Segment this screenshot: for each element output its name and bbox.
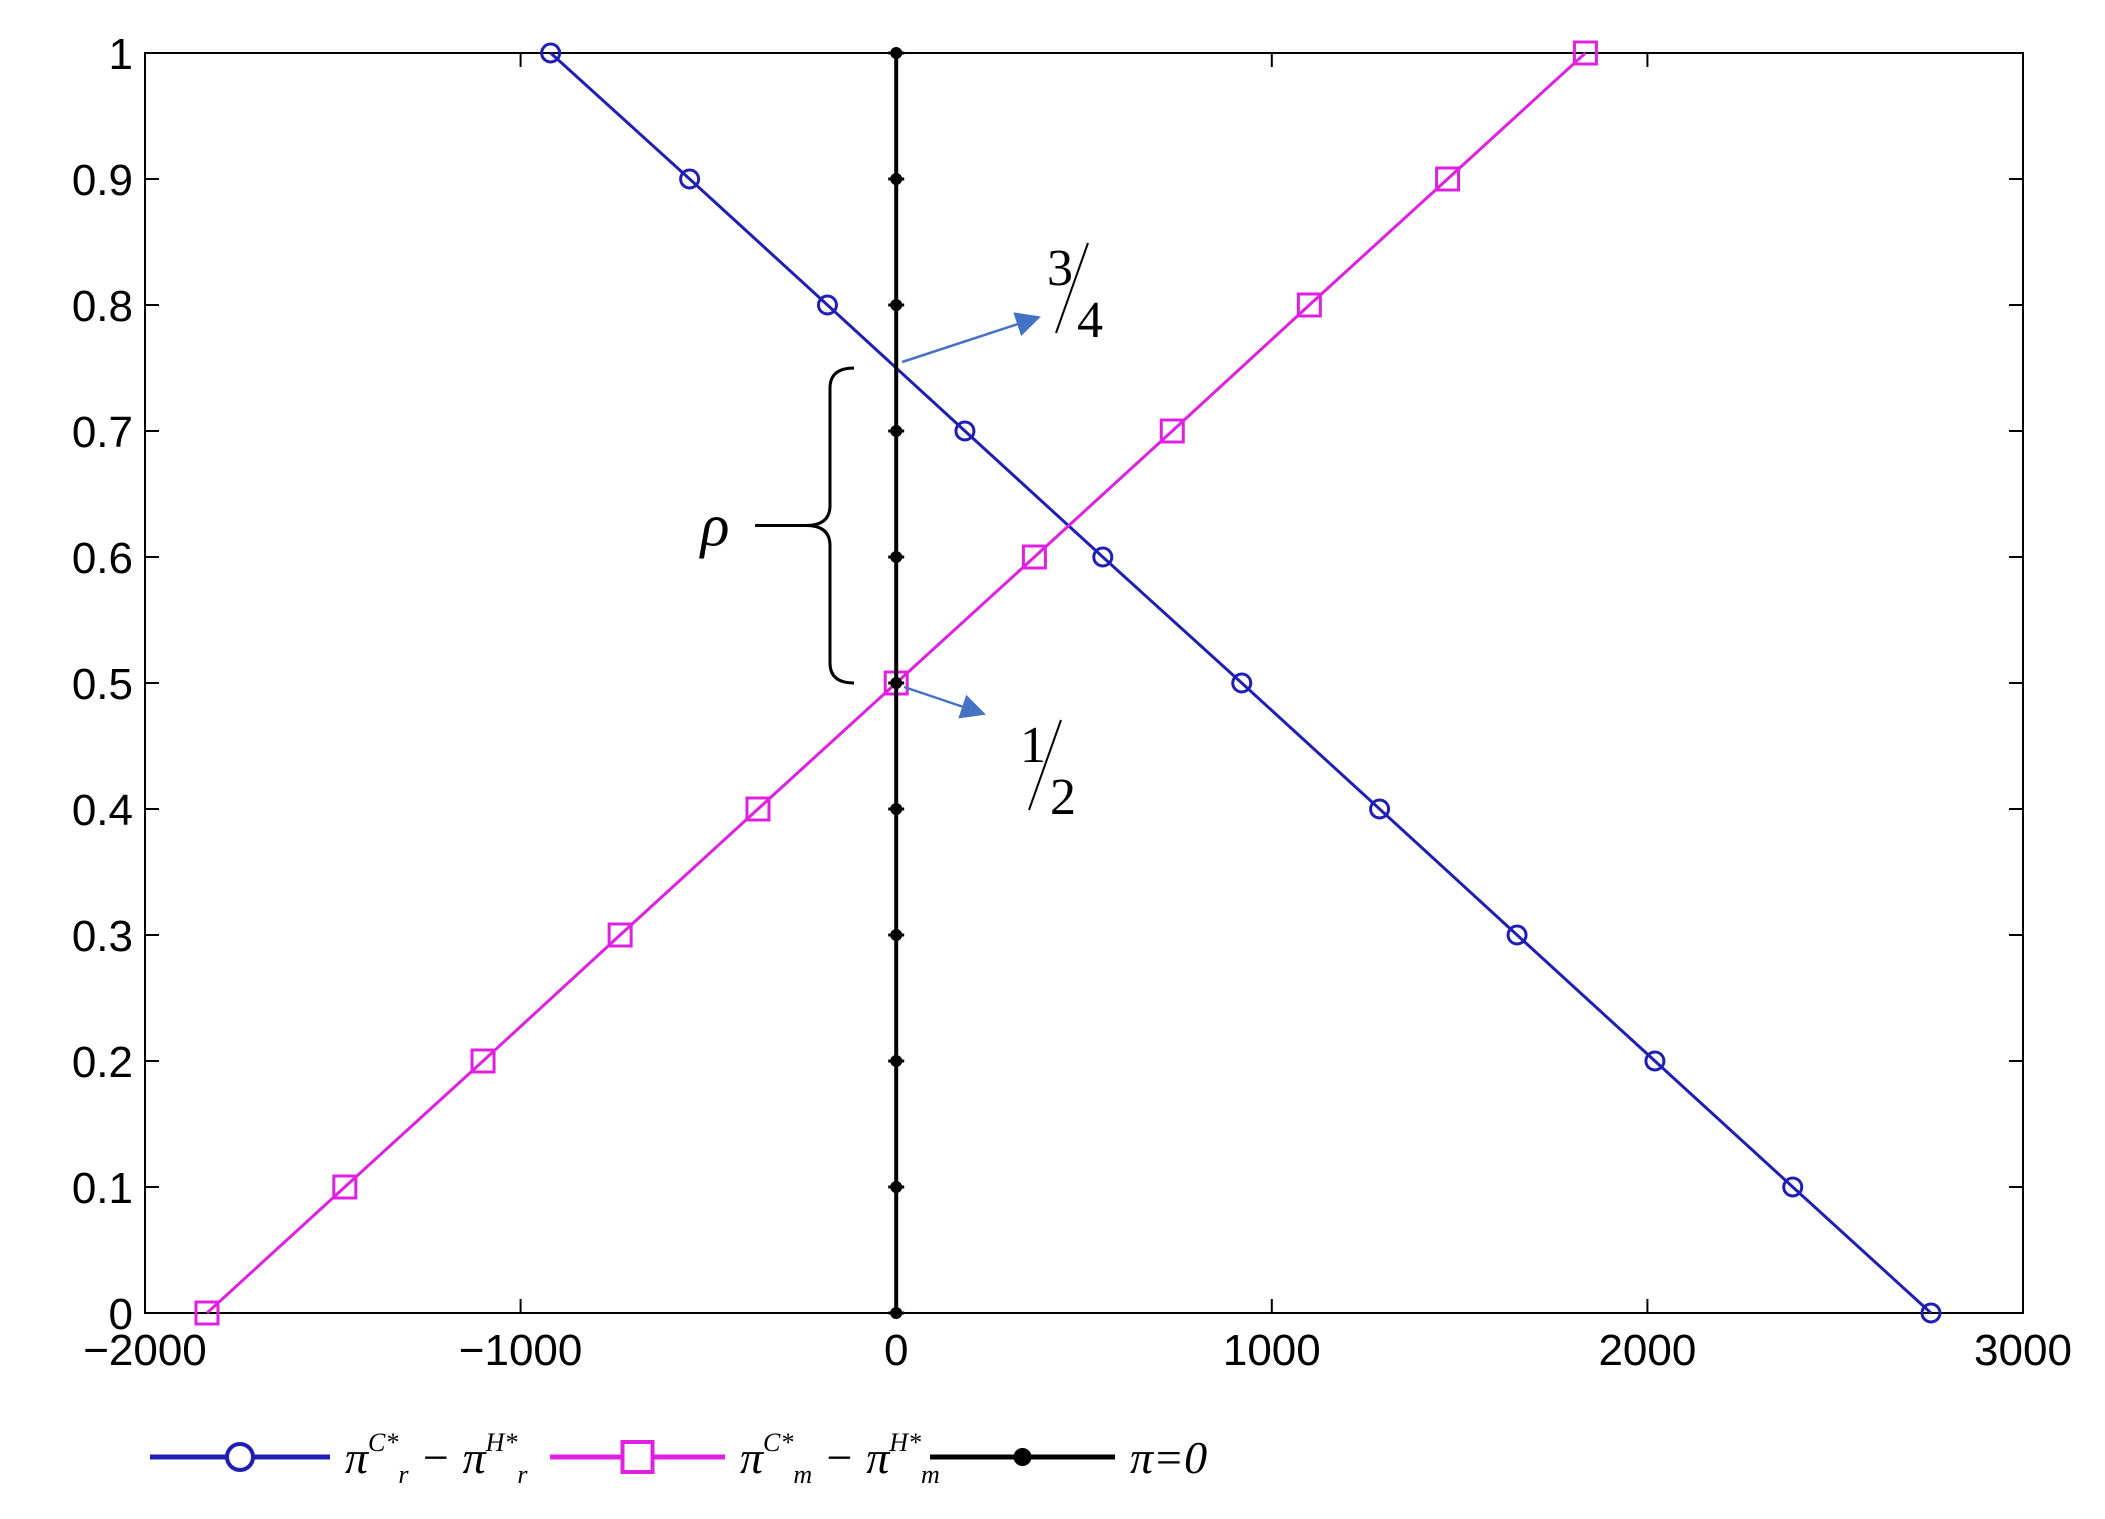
y-tick-label: 0.5: [72, 660, 133, 709]
x-tick-label: 1000: [1223, 1326, 1321, 1375]
series-point-magenta: [1159, 418, 1185, 444]
series-point-blue: [1920, 1302, 1942, 1324]
y-tick-label: 0.7: [72, 408, 133, 457]
annotation-one-half-numerator: 1: [1020, 717, 1046, 774]
x-tick-label: 0: [884, 1326, 908, 1375]
series-point-blue: [1231, 672, 1253, 694]
y-axis: 0 0.1 0.2 0.3 0.4 0.5 0.6 0.7 0.8 0.9 1: [72, 30, 2023, 1339]
y-tick-label: 0.8: [72, 282, 133, 331]
x-tick-label: 2000: [1598, 1326, 1696, 1375]
annotation-three-quarters-slash: [1055, 242, 1089, 334]
series-point-blue: [1644, 1050, 1666, 1072]
series-line-blue: [549, 51, 1932, 1315]
legend-marker-black: [1013, 1448, 1032, 1466]
legend: πC*r − πH*r πC*m − πH*m π=0: [150, 1428, 1207, 1489]
y-tick-label: 0.1: [72, 1164, 133, 1213]
legend-label-magenta: πC*m − πH*m: [740, 1428, 940, 1489]
y-tick-label: 0: [109, 1290, 133, 1339]
annotation-three-quarters-numerator: 3: [1047, 240, 1073, 297]
series-point-magenta: [1296, 292, 1322, 318]
y-tick-label: 0.4: [72, 786, 133, 835]
legend-marker-magenta: [620, 1440, 655, 1474]
legend-label-blue: πC*r − πH*r: [345, 1428, 528, 1489]
y-tick-label: 0.2: [72, 1038, 133, 1087]
annotation-three-quarters-denominator: 4: [1077, 292, 1103, 349]
series-point-blue: [1092, 546, 1114, 568]
rho-label: ρ: [699, 493, 730, 559]
series-point-magenta: [332, 1174, 358, 1200]
x-tick-label: −2000: [83, 1326, 207, 1375]
annotation-arrow-three-quarters: [901, 312, 1041, 364]
y-tick-label: 0.6: [72, 534, 133, 583]
legend-label-black: π=0: [1130, 1432, 1207, 1483]
series-point-magenta: [607, 922, 633, 948]
series-point-blue: [1782, 1176, 1804, 1198]
series-point-magenta: [470, 1048, 496, 1074]
series-point-blue: [816, 294, 838, 316]
y-tick-label: 1: [109, 30, 133, 79]
legend-marker-blue: [225, 1442, 255, 1472]
x-axis: −2000 −1000 0 1000 2000 3000: [83, 53, 2072, 1375]
series-point-magenta: [1572, 40, 1598, 66]
series-layer: [194, 40, 1942, 1326]
y-tick-label: 0.9: [72, 156, 133, 205]
series-point-blue: [1369, 798, 1391, 820]
series-point-blue: [1506, 924, 1528, 946]
annotation-one-half-denominator: 2: [1050, 769, 1076, 826]
plot-frame: [144, 52, 2024, 1314]
series-point-blue: [540, 42, 562, 64]
series-point-magenta: [1435, 166, 1461, 192]
series-point-blue: [679, 168, 701, 190]
series-point-magenta: [194, 1300, 220, 1326]
annotation-layer: 34 12 ρ: [699, 240, 1103, 826]
series-point-magenta: [745, 796, 771, 822]
series-point-blue: [954, 420, 976, 442]
y-tick-label: 0.3: [72, 912, 133, 961]
series-point-magenta: [1021, 544, 1047, 570]
annotation-one-half-slash: [1028, 719, 1062, 811]
annotation-arrow-one-half: [903, 685, 986, 719]
x-tick-label: 3000: [1974, 1326, 2072, 1375]
x-tick-label: −1000: [459, 1326, 583, 1375]
